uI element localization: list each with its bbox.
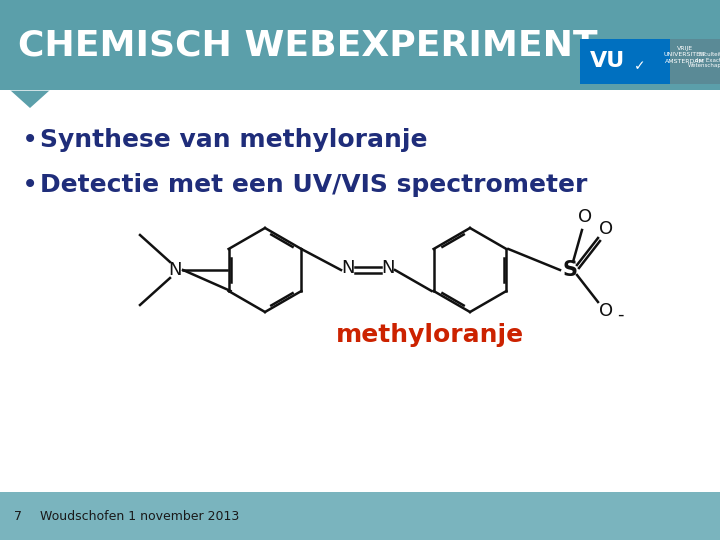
Text: Woudschofen 1 november 2013: Woudschofen 1 november 2013 (40, 510, 239, 523)
FancyBboxPatch shape (0, 492, 720, 540)
Text: O: O (599, 220, 613, 238)
Text: •: • (22, 171, 38, 199)
Text: O: O (578, 208, 592, 226)
FancyBboxPatch shape (0, 50, 720, 492)
Text: Faculteit
der Exacte
Wetenschappen: Faculteit der Exacte Wetenschappen (688, 52, 720, 68)
Text: 7: 7 (14, 510, 22, 523)
Text: •: • (22, 126, 38, 154)
FancyBboxPatch shape (580, 39, 670, 84)
Text: O: O (599, 302, 613, 320)
FancyBboxPatch shape (670, 39, 720, 84)
Text: CHEMISCH WEBEXPERIMENT: CHEMISCH WEBEXPERIMENT (18, 28, 598, 62)
Text: S: S (562, 260, 577, 280)
Text: VRIJE
UNIVERSITEIT
AMSTERDAM: VRIJE UNIVERSITEIT AMSTERDAM (664, 46, 706, 64)
Text: N: N (382, 259, 395, 277)
Text: ✓: ✓ (634, 59, 646, 73)
Text: VU: VU (590, 51, 626, 71)
Text: Synthese van methyloranje: Synthese van methyloranje (40, 128, 428, 152)
Text: -: - (617, 306, 624, 324)
Text: N: N (341, 259, 355, 277)
Text: Detectie met een UV/VIS spectrometer: Detectie met een UV/VIS spectrometer (40, 173, 588, 197)
Polygon shape (10, 90, 50, 108)
FancyBboxPatch shape (0, 0, 720, 90)
Text: N: N (168, 261, 181, 279)
FancyBboxPatch shape (0, 0, 720, 492)
Text: methyloranje: methyloranje (336, 323, 524, 347)
